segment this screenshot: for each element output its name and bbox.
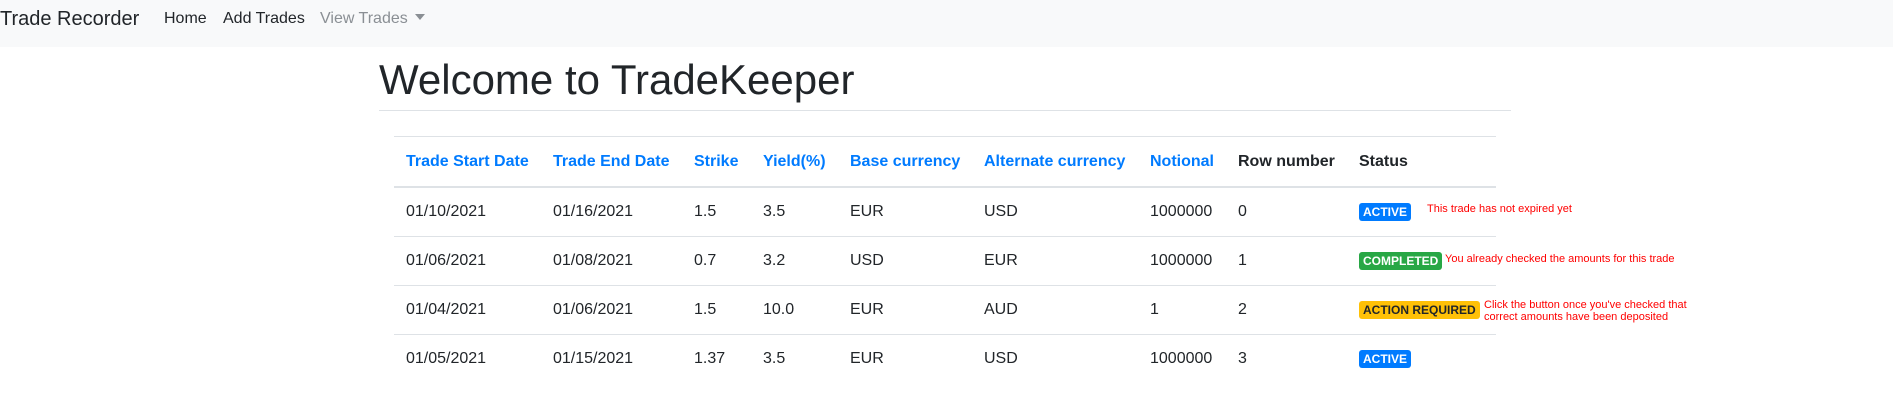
cell-end-date: 01/08/2021	[541, 236, 682, 286]
cell-yield: 3.2	[751, 236, 838, 286]
cell-status: COMPLETED You already checked the amount…	[1347, 236, 1675, 286]
cell-start-date: 01/05/2021	[406, 350, 487, 367]
navbar: Trade Recorder Home Add Trades View Trad…	[0, 0, 1893, 47]
nav-view-trades-dropdown[interactable]: View Trades	[320, 0, 425, 38]
status-note: Click the button once you've checked tha…	[1484, 299, 1687, 323]
cell-alternate-currency: EUR	[972, 236, 1138, 286]
header-notional[interactable]: Notional	[1138, 136, 1226, 188]
cell-base-currency: USD	[838, 236, 972, 286]
chevron-down-icon	[414, 14, 425, 20]
status-note: This trade has not expired yet	[1427, 203, 1572, 215]
table-header-row: Trade Start Date Trade End Date Strike Y…	[394, 136, 1496, 188]
cell-strike: 1.5	[682, 285, 751, 335]
navbar-brand[interactable]: Trade Recorder	[0, 8, 140, 30]
status-badge: ACTIVE	[1359, 349, 1412, 368]
header-base-currency[interactable]: Base currency	[838, 136, 972, 188]
cell-yield: 10.0	[751, 285, 838, 335]
header-alternate-currency[interactable]: Alternate currency	[972, 136, 1138, 188]
cell-strike: 1.5	[682, 187, 751, 237]
nav-add-trades-link[interactable]: Add Trades	[223, 10, 305, 27]
cell-notional: 1000000	[1150, 350, 1213, 367]
status-note-line-2: correct amounts have been deposited	[1484, 311, 1669, 323]
header-row-number: Row number	[1226, 136, 1347, 188]
status-badge[interactable]: ACTION REQUIRED	[1359, 300, 1480, 319]
cell-alternate-currency: USD	[984, 350, 1018, 367]
cell-base-currency: EUR	[838, 285, 972, 335]
cell-row-number: 3	[1238, 350, 1247, 367]
cell-strike: 0.7	[682, 236, 751, 286]
cell-alternate-currency: USD	[972, 187, 1138, 237]
header-trade-end-date[interactable]: Trade End Date	[541, 136, 682, 188]
cell-yield: 3.5	[751, 187, 838, 237]
cell-row-number: 1	[1226, 236, 1347, 286]
cell-start-date: 01/04/2021	[394, 285, 541, 335]
header-trade-start-date[interactable]: Trade Start Date	[394, 136, 541, 188]
title-divider	[379, 110, 1511, 111]
table-row: 01/10/2021 01/16/2021 1.5 3.5 EUR USD 10…	[394, 187, 1572, 237]
cell-end-date: 01/06/2021	[541, 285, 682, 335]
nav-home-link[interactable]: Home	[164, 10, 207, 27]
header-status: Status	[1347, 136, 1496, 188]
cell-strike: 1.37	[694, 350, 726, 367]
cell-start-date: 01/10/2021	[394, 187, 541, 237]
table-row: 01/05/2021 01/15/2021 1.37 3.5 EUR USD 1…	[394, 335, 1496, 384]
cell-base-currency: EUR	[838, 187, 972, 237]
table-row: 01/04/2021 01/06/2021 1.5 10.0 EUR AUD 1…	[394, 285, 1687, 335]
cell-yield: 3.5	[763, 350, 786, 367]
cell-notional: 1	[1138, 285, 1226, 335]
status-note-line-1: Click the button once you've checked tha…	[1484, 299, 1687, 311]
cell-row-number: 2	[1226, 285, 1347, 335]
header-yield[interactable]: Yield(%)	[751, 136, 838, 188]
status-note: You already checked the amounts for this…	[1445, 253, 1675, 265]
cell-row-number: 0	[1226, 187, 1347, 237]
cell-notional: 1000000	[1138, 187, 1226, 237]
nav-view-trades-label: View Trades	[320, 10, 408, 27]
cell-end-date: 01/15/2021	[553, 350, 634, 367]
page-title: Welcome to TradeKeeper	[379, 56, 855, 103]
cell-base-currency: EUR	[850, 350, 884, 367]
cell-alternate-currency: AUD	[972, 285, 1138, 335]
cell-status: ACTION REQUIRED Click the button once yo…	[1347, 285, 1687, 335]
cell-end-date: 01/16/2021	[541, 187, 682, 237]
cell-status: ACTIVE This trade has not expired yet	[1347, 187, 1572, 237]
header-strike[interactable]: Strike	[682, 136, 751, 188]
cell-start-date: 01/06/2021	[394, 236, 541, 286]
status-badge: COMPLETED	[1359, 251, 1443, 270]
cell-notional: 1000000	[1138, 236, 1226, 286]
cell-status: ACTIVE	[1347, 335, 1496, 384]
status-badge: ACTIVE	[1359, 202, 1412, 221]
table-row: 01/06/2021 01/08/2021 0.7 3.2 USD EUR 10…	[394, 236, 1675, 286]
trades-table: Trade Start Date Trade End Date Strike Y…	[394, 136, 1687, 384]
